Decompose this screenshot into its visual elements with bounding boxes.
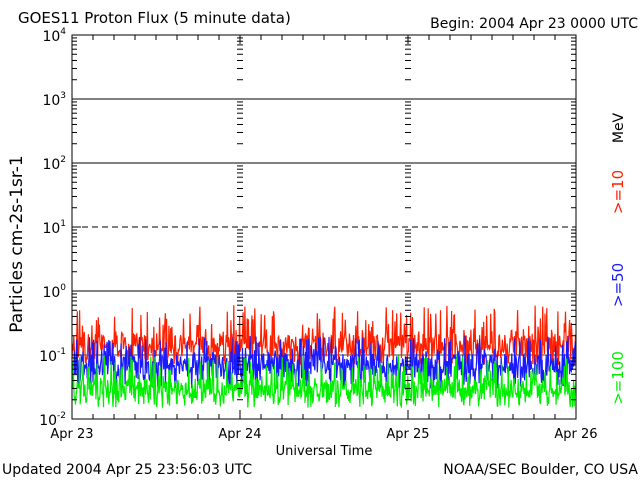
source-label: NOAA/SEC Boulder, CO USA: [443, 462, 638, 478]
data-series: [71, 305, 577, 409]
y-tick-base: 10: [42, 93, 60, 109]
x-axis-label: Universal Time: [276, 444, 373, 459]
y-tick-base: 10: [42, 221, 60, 237]
plot-frame: [71, 34, 577, 420]
x-tick-label: Apr 23: [50, 427, 93, 442]
y-tick-exponent: 1: [60, 219, 66, 229]
y-axis-label: Particles cm-2s-1sr-1: [7, 155, 27, 332]
x-tick-labels: Apr 23 Apr 24 Apr 25 Apr 26: [50, 427, 597, 442]
legend-entry: >=10: [609, 170, 627, 214]
y-tick-label: 102: [42, 155, 66, 173]
y-tick-label: 10-2: [39, 411, 66, 429]
begin-label: Begin: 2004 Apr 23 0000 UTC: [430, 16, 638, 32]
y-tick-exponent: 3: [60, 91, 66, 101]
chart-title: GOES11 Proton Flux (5 minute data): [18, 9, 291, 27]
y-tick-exponent: 2: [60, 155, 66, 165]
y-tick-label: 10-1: [39, 347, 66, 365]
series-line-ge50: [71, 335, 577, 389]
y-tick-label: 104: [42, 27, 66, 45]
x-tick-label: Apr 24: [218, 427, 261, 442]
legend: MeV >=10 >=50 >=100: [609, 112, 627, 404]
updated-label: Updated 2004 Apr 25 23:56:03 UTC: [2, 462, 252, 478]
y-tick-exponent: -2: [57, 411, 66, 421]
y-tick-base: 10: [39, 349, 57, 365]
y-tick-label: 100: [42, 283, 66, 301]
y-tick-base: 10: [42, 157, 60, 173]
y-tick-exponent: 0: [60, 283, 66, 293]
x-tick-label: Apr 25: [386, 427, 429, 442]
legend-entry: >=50: [609, 263, 627, 307]
y-tick-base: 10: [42, 285, 60, 301]
y-tick-base: 10: [42, 29, 60, 45]
y-tick-label: 101: [42, 219, 66, 237]
y-tick-base: 10: [39, 413, 57, 429]
y-tick-label: 103: [42, 91, 66, 109]
legend-entry: >=100: [609, 351, 627, 405]
legend-unit: MeV: [611, 112, 627, 143]
x-tick-label: Apr 26: [554, 427, 597, 442]
axis-ticks: [71, 35, 577, 420]
y-tick-exponent: 4: [60, 27, 66, 37]
series-line-ge100: [71, 355, 577, 409]
y-tick-exponent: -1: [57, 347, 66, 357]
